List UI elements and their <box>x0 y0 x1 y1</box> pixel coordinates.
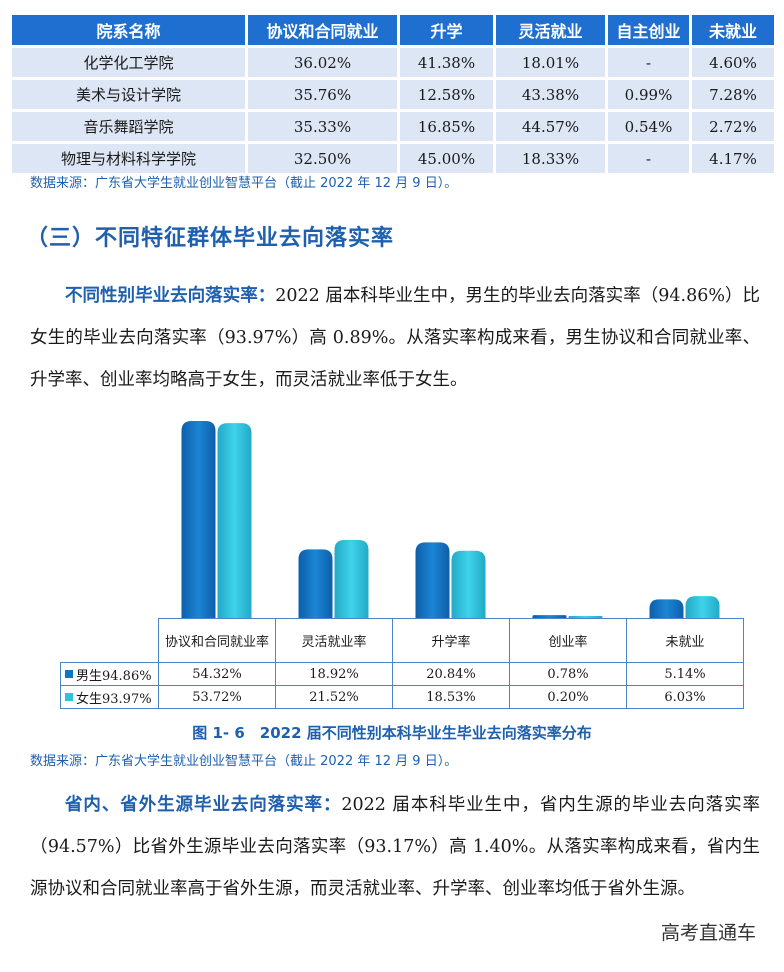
table-cell: 12.58% <box>400 80 496 112</box>
table-cell: 35.76% <box>248 80 400 112</box>
data-label: 6.03% <box>626 685 744 709</box>
table-cell: 7.28% <box>692 80 774 112</box>
chart-category-label: 创业率 <box>509 618 627 663</box>
data-label: 18.53% <box>392 685 510 709</box>
table-cell: 35.33% <box>248 112 400 144</box>
legend-label-female: 女生93.97% <box>76 691 152 707</box>
table-cell: 45.00% <box>400 144 496 176</box>
table-header: 灵活就业 <box>496 15 608 48</box>
table-cell: 32.50% <box>248 144 400 176</box>
bar-male-4 <box>532 615 567 618</box>
table-cell: 4.17% <box>692 144 774 176</box>
table-header: 自主创业 <box>608 15 692 48</box>
bar-female-4 <box>568 616 603 618</box>
bar-male-1 <box>181 421 216 618</box>
chart-category-label: 未就业 <box>626 618 744 663</box>
table-header: 未就业 <box>692 15 774 48</box>
chart-bars <box>181 421 720 618</box>
table-cell: 美术与设计学院 <box>12 80 248 112</box>
origin-paragraph-body: 2022 届本科毕业生中，省内生源的毕业去向落实率（94.57%）比省外生源毕业… <box>30 795 760 899</box>
table-row: 物理与材料科学学院 32.50% 45.00% 18.33% - 4.17% <box>12 144 774 176</box>
chart-series-row-male: 男生94.86% 54.32% 18.92% 20.84% 0.78% 5.14… <box>60 662 744 686</box>
chart-series-row-female: 女生93.97% 53.72% 21.52% 18.53% 0.20% 6.03… <box>60 685 744 709</box>
chart-table-corner <box>60 618 159 663</box>
table-cell: 16.85% <box>400 112 496 144</box>
table-cell: 物理与材料科学学院 <box>12 144 248 176</box>
table-cell: 4.60% <box>692 48 774 80</box>
bar-female-3 <box>451 550 486 618</box>
table-cell: 18.33% <box>496 144 608 176</box>
chart-category-row: 协议和合同就业率 灵活就业率 升学率 创业率 未就业 <box>60 618 744 663</box>
data-label: 0.20% <box>509 685 627 709</box>
section-title: （三）不同特征群体毕业去向落实率 <box>26 226 395 251</box>
figure-caption: 图 1- 6 2022 届不同性别本科毕业生毕业去向落实率分布 <box>192 724 592 742</box>
legend-swatch-female <box>65 693 73 701</box>
table-cell: 44.57% <box>496 112 608 144</box>
data-label: 21.52% <box>275 685 393 709</box>
data-label: 0.78% <box>509 662 627 686</box>
legend-male: 男生94.86% <box>60 662 159 686</box>
data-label: 5.14% <box>626 662 744 686</box>
data-label: 18.92% <box>275 662 393 686</box>
gender-bar-chart <box>181 421 720 618</box>
bar-female-1 <box>217 423 252 618</box>
bar-male-5 <box>649 599 684 618</box>
chart-category-label: 灵活就业率 <box>275 618 393 663</box>
data-label: 20.84% <box>392 662 510 686</box>
table-row: 美术与设计学院 35.76% 12.58% 43.38% 0.99% 7.28% <box>12 80 774 112</box>
table-cell: 2.72% <box>692 112 774 144</box>
table-data-source: 数据来源：广东省大学生就业创业智慧平台（截止 2022 年 12 月 9 日）。 <box>30 176 458 191</box>
bar-male-2 <box>298 549 333 618</box>
chart-data-table: 协议和合同就业率 灵活就业率 升学率 创业率 未就业 男生94.86% 54.3… <box>60 618 744 709</box>
table-cell: 41.38% <box>400 48 496 80</box>
college-destination-table: 院系名称 协议和合同就业 升学 灵活就业 自主创业 未就业 化学化工学院 36.… <box>12 15 774 176</box>
chart-data-source: 数据来源：广东省大学生就业创业智慧平台（截止 2022 年 12 月 9 日）。 <box>30 754 458 769</box>
table-header: 升学 <box>400 15 496 48</box>
chart-category-label: 协议和合同就业率 <box>158 618 276 663</box>
data-label: 53.72% <box>158 685 276 709</box>
origin-paragraph: 省内、省外生源毕业去向落实率：2022 届本科毕业生中，省内生源的毕业去向落实率… <box>30 784 760 910</box>
data-label: 54.32% <box>158 662 276 686</box>
table-header: 协议和合同就业 <box>248 15 400 48</box>
bar-female-2 <box>334 539 369 618</box>
gender-paragraph-body: 2022 届本科毕业生中，男生的毕业去向落实率（94.86%）比女生的毕业去向落… <box>30 286 761 390</box>
legend-label-male: 男生94.86% <box>76 668 152 684</box>
table-cell: 36.02% <box>248 48 400 80</box>
chart-category-label: 升学率 <box>392 618 510 663</box>
legend-swatch-male <box>65 670 73 678</box>
table-row: 音乐舞蹈学院 35.33% 16.85% 44.57% 0.54% 2.72% <box>12 112 774 144</box>
table-cell: 43.38% <box>496 80 608 112</box>
origin-paragraph-lead: 省内、省外生源毕业去向落实率： <box>65 795 342 815</box>
table-cell: 0.54% <box>608 112 692 144</box>
table-cell: 化学化工学院 <box>12 48 248 80</box>
table-cell: 0.99% <box>608 80 692 112</box>
gender-paragraph: 不同性别毕业去向落实率：2022 届本科毕业生中，男生的毕业去向落实率（94.8… <box>30 275 760 401</box>
watermark: 高考直通车 <box>660 922 756 944</box>
legend-female: 女生93.97% <box>60 685 159 709</box>
bar-female-5 <box>685 596 720 618</box>
table-cell: - <box>608 144 692 176</box>
table-cell: - <box>608 48 692 80</box>
gender-paragraph-lead: 不同性别毕业去向落实率： <box>65 286 276 306</box>
table-header: 院系名称 <box>12 15 248 48</box>
bar-male-3 <box>415 542 450 618</box>
table-header-row: 院系名称 协议和合同就业 升学 灵活就业 自主创业 未就业 <box>12 15 774 48</box>
table-cell: 18.01% <box>496 48 608 80</box>
table-cell: 音乐舞蹈学院 <box>12 112 248 144</box>
table-row: 化学化工学院 36.02% 41.38% 18.01% - 4.60% <box>12 48 774 80</box>
